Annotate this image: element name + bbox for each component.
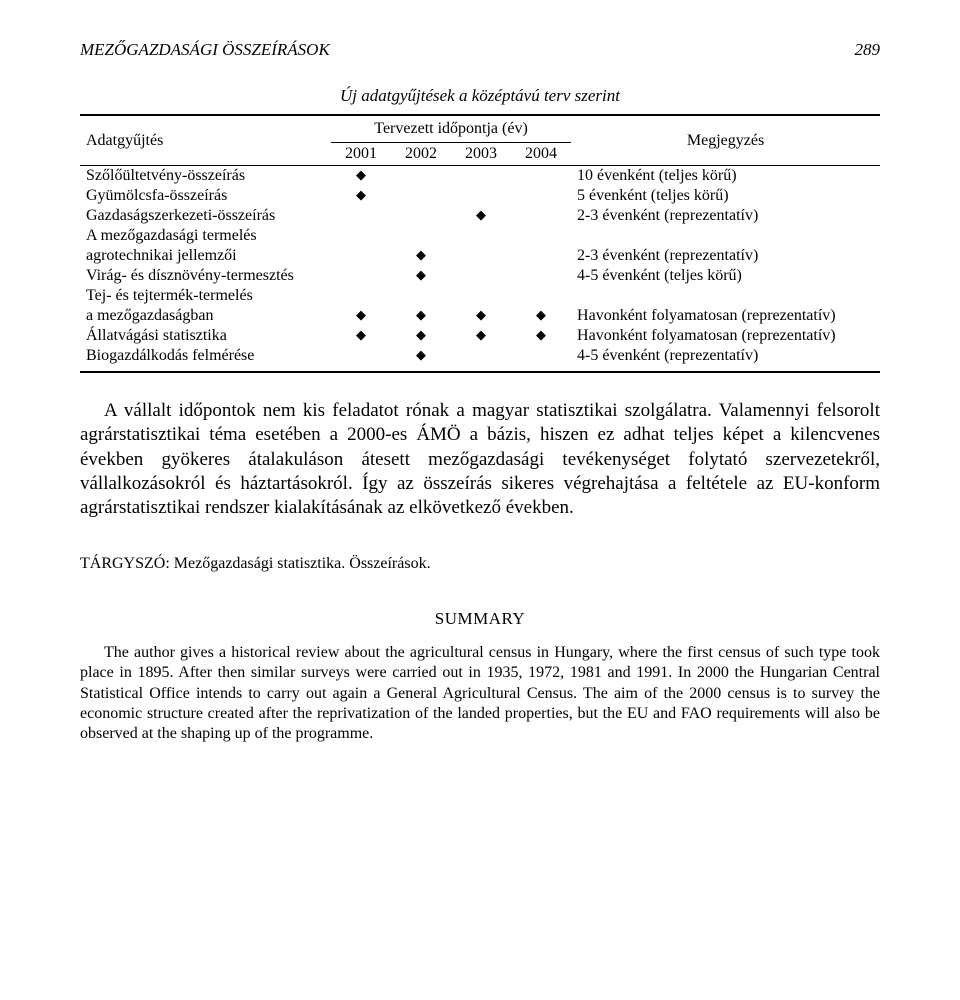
row-note: 4-5 évenként (reprezentatív)	[571, 346, 880, 372]
table-row: Tej- és tejtermék-termelés	[80, 286, 880, 306]
row-label: A mezőgazdasági termelés	[80, 226, 331, 246]
year-marker: ◆	[391, 266, 451, 286]
year-marker: ◆	[391, 306, 451, 326]
year-marker	[511, 286, 571, 306]
year-marker	[451, 226, 511, 246]
col-year-2: 2003	[451, 143, 511, 166]
row-label: Tej- és tejtermék-termelés	[80, 286, 331, 306]
col-survey-header: Adatgyűjtés	[80, 115, 331, 166]
table-row: Állatvágási statisztika◆◆◆◆Havonként fol…	[80, 326, 880, 346]
year-marker: ◆	[451, 306, 511, 326]
table-row: Virág- és dísznövény-termesztés ◆ 4-5 éven…	[80, 266, 880, 286]
year-marker	[331, 266, 391, 286]
year-marker	[451, 346, 511, 372]
year-marker	[451, 186, 511, 206]
table-title: Új adatgyűjtések a középtávú terv szerin…	[80, 86, 880, 106]
body-paragraph: A vállalt időpontok nem kis feladatot ró…	[80, 399, 880, 521]
table-row: agrotechnikai jellemzői ◆ 2-3 évenként (re…	[80, 246, 880, 266]
year-marker: ◆	[391, 346, 451, 372]
row-label: Állatvágási statisztika	[80, 326, 331, 346]
year-marker	[331, 226, 391, 246]
row-note	[571, 286, 880, 306]
year-marker	[511, 346, 571, 372]
year-marker: ◆	[331, 306, 391, 326]
year-marker	[511, 206, 571, 226]
col-year-0: 2001	[331, 143, 391, 166]
row-label: a mezőgazdaságban	[80, 306, 331, 326]
summary-heading: SUMMARY	[80, 609, 880, 629]
year-marker: ◆	[511, 326, 571, 346]
year-marker: ◆	[391, 246, 451, 266]
col-note-header: Megjegyzés	[571, 115, 880, 166]
page-number: 289	[855, 40, 881, 60]
year-marker	[511, 246, 571, 266]
summary-paragraph: The author gives a historical review abo…	[80, 643, 880, 745]
table-row: A mezőgazdasági termelés	[80, 226, 880, 246]
year-marker	[511, 226, 571, 246]
tags-line: TÁRGYSZÓ: Mezőgazdasági statisztika. Öss…	[80, 555, 880, 573]
year-marker	[451, 266, 511, 286]
table-row: Gazdaságszerkezeti-összeírás ◆ 2-3 évenkén…	[80, 206, 880, 226]
row-label: agrotechnikai jellemzői	[80, 246, 331, 266]
row-label: Biogazdálkodás felmérése	[80, 346, 331, 372]
running-header: MEZŐGAZDASÁGI ÖSSZEÍRÁSOK 289	[80, 40, 880, 60]
year-marker	[511, 166, 571, 187]
table-row: Biogazdálkodás felmérése ◆ 4-5 évenként (r…	[80, 346, 880, 372]
year-marker	[511, 186, 571, 206]
year-marker: ◆	[511, 306, 571, 326]
row-note: 5 évenként (teljes körű)	[571, 186, 880, 206]
year-marker	[331, 346, 391, 372]
year-marker: ◆	[391, 326, 451, 346]
year-marker	[331, 286, 391, 306]
row-note	[571, 226, 880, 246]
year-marker: ◆	[451, 206, 511, 226]
row-label: Virág- és dísznövény-termesztés	[80, 266, 331, 286]
row-label: Gyümölcsfa-összeírás	[80, 186, 331, 206]
row-label: Szőlőültetvény-összeírás	[80, 166, 331, 187]
year-marker: ◆	[451, 326, 511, 346]
year-marker	[451, 166, 511, 187]
year-marker	[391, 286, 451, 306]
row-note: 2-3 évenként (reprezentatív)	[571, 246, 880, 266]
row-note: 4-5 évenként (teljes körű)	[571, 266, 880, 286]
row-label: Gazdaságszerkezeti-összeírás	[80, 206, 331, 226]
running-head-text: MEZŐGAZDASÁGI ÖSSZEÍRÁSOK	[80, 40, 330, 60]
year-marker	[391, 186, 451, 206]
row-note: Havonként folyamatosan (reprezentatív)	[571, 306, 880, 326]
year-marker	[391, 166, 451, 187]
row-note: Havonként folyamatosan (reprezentatív)	[571, 326, 880, 346]
year-marker	[391, 206, 451, 226]
row-note: 10 évenként (teljes körű)	[571, 166, 880, 187]
year-marker: ◆	[331, 326, 391, 346]
data-table: Adatgyűjtés Tervezett időpontja (év) Meg…	[80, 114, 880, 373]
table-row: Szőlőültetvény-összeírás◆ 10 évenként (te…	[80, 166, 880, 187]
year-marker	[511, 266, 571, 286]
col-year-3: 2004	[511, 143, 571, 166]
year-marker	[331, 246, 391, 266]
year-marker: ◆	[331, 166, 391, 187]
table-row: a mezőgazdaságban◆◆◆◆Havonként folyamato…	[80, 306, 880, 326]
page-container: MEZŐGAZDASÁGI ÖSSZEÍRÁSOK 289 Új adatgyű…	[0, 0, 960, 785]
year-marker	[451, 286, 511, 306]
col-years-group: Tervezett időpontja (év)	[331, 115, 571, 143]
year-marker	[391, 226, 451, 246]
year-marker	[331, 206, 391, 226]
table-row: Gyümölcsfa-összeírás◆ 5 évenként (teljes …	[80, 186, 880, 206]
year-marker	[451, 246, 511, 266]
year-marker: ◆	[331, 186, 391, 206]
col-year-1: 2002	[391, 143, 451, 166]
row-note: 2-3 évenként (reprezentatív)	[571, 206, 880, 226]
